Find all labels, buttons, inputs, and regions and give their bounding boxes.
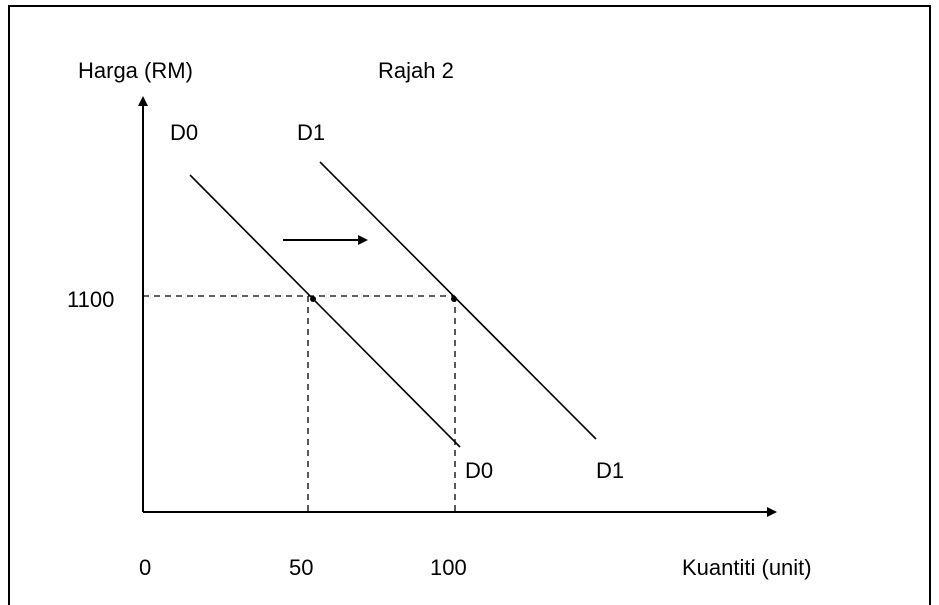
x-tick-label-100: 100: [430, 555, 467, 580]
point-d0-1100: [310, 296, 316, 302]
demand-curve-d1: [319, 161, 597, 440]
point-d1-1100: [451, 296, 457, 302]
d0-end-label: D0: [465, 458, 493, 483]
d0-start-label: D0: [170, 120, 198, 145]
x-tick-label-50: 50: [289, 555, 313, 580]
demand-curve-d0: [189, 174, 461, 448]
chart-title: Rajah 2: [378, 58, 454, 83]
y-tick-label-1100: 1100: [67, 287, 114, 312]
d1-end-label: D1: [596, 458, 624, 483]
d1-start-label: D1: [297, 120, 325, 145]
x-axis-label: Kuantiti (unit): [682, 555, 812, 580]
figure-frame: [8, 5, 931, 605]
y-axis-label: Harga (RM): [78, 58, 193, 83]
x-tick-label-0: 0: [139, 555, 151, 580]
